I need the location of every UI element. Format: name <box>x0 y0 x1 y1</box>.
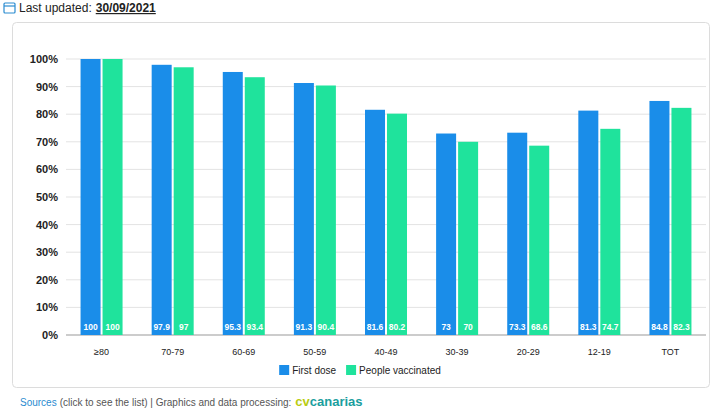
bar <box>245 77 265 335</box>
data-label: 81.3 <box>580 322 597 332</box>
data-label: 90.4 <box>318 322 335 332</box>
bar <box>671 108 691 335</box>
data-label: 74.7 <box>602 322 619 332</box>
bar <box>223 72 243 335</box>
brand: canarias <box>310 394 363 409</box>
icon-frame <box>4 3 15 13</box>
y-tick-label: 100% <box>30 53 58 65</box>
data-label: 97 <box>179 322 189 332</box>
data-label: 73 <box>441 322 451 332</box>
chart-svg: Last updated: 30/09/2021 0% 10% 20% 30% 40% 50%… <box>0 0 720 420</box>
data-label: 84.8 <box>651 322 668 332</box>
header-label: Last updated: <box>19 1 92 15</box>
legend-item: First dose <box>279 365 336 376</box>
data-label: 80.2 <box>389 322 406 332</box>
x-tick-label: 20-29 <box>517 347 540 357</box>
bar <box>600 129 620 335</box>
y-tick-label: 90% <box>36 81 58 93</box>
data-label: 93.4 <box>247 322 264 332</box>
grid-line <box>66 59 706 60</box>
bar <box>103 59 123 335</box>
header-text: Last updated: 30/09/2021 <box>19 1 156 15</box>
data-label: 81.6 <box>367 322 384 332</box>
bar <box>152 65 172 335</box>
data-labels: 100 100 97.9 97 95.3 93.4 91.3 90.4 81.6 80.2 73 70… <box>83 322 690 332</box>
bar <box>294 83 314 335</box>
y-tick-label: 0% <box>42 329 58 341</box>
y-tick-label: 40% <box>36 219 58 231</box>
bar <box>529 146 549 335</box>
bar <box>578 111 598 335</box>
x-tick-label: TOT <box>662 347 680 357</box>
chart-frame <box>13 23 710 388</box>
brand-prefix: cv <box>295 394 310 409</box>
data-label: 100 <box>83 322 97 332</box>
bars <box>81 59 692 335</box>
calendar-icon <box>4 3 15 13</box>
y-tick-label: 70% <box>36 136 58 148</box>
x-tick-label: ≥80 <box>94 347 109 357</box>
bar <box>458 142 478 335</box>
bar <box>387 114 407 335</box>
data-label: 91.3 <box>296 322 313 332</box>
x-tick-label: 70-79 <box>161 347 184 357</box>
x-tick-label: 50-59 <box>303 347 326 357</box>
x-tick-label: 40-49 <box>374 347 397 357</box>
data-label: 100 <box>105 322 119 332</box>
bar <box>81 59 101 335</box>
page: Last updated: 30/09/2021 0% 10% 20% 30% 40% 50%… <box>0 0 720 420</box>
data-label: 68.6 <box>531 322 548 332</box>
y-tick-label: 50% <box>36 191 58 203</box>
footer-note: (click to see the list) | Graphics and d… <box>60 397 292 408</box>
bar <box>316 85 336 335</box>
bar <box>507 133 527 335</box>
bar <box>174 67 194 335</box>
icon-line <box>4 5 15 6</box>
header-date: 30/09/2021 <box>96 1 156 15</box>
x-tick-label: 12-19 <box>588 347 611 357</box>
legend-swatch <box>279 365 289 375</box>
bar <box>649 101 669 335</box>
data-label: 97.9 <box>153 322 170 332</box>
legend-item: People vaccinated <box>346 365 441 376</box>
legend-swatch <box>346 365 356 375</box>
y-tick-label: 60% <box>36 163 58 175</box>
data-label: 82.3 <box>673 322 690 332</box>
y-tick-label: 30% <box>36 246 58 258</box>
x-tick-label: 30-39 <box>446 347 469 357</box>
footer-text: Sources(click to see the list) | Graphic… <box>20 394 363 409</box>
data-label: 70 <box>463 322 473 332</box>
y-tick-label: 10% <box>36 301 58 313</box>
legend-label: People vaccinated <box>359 365 441 376</box>
y-tick-label: 20% <box>36 274 58 286</box>
x-tick-label: 60-69 <box>232 347 255 357</box>
data-label: 95.3 <box>225 322 242 332</box>
data-label: 73.3 <box>509 322 526 332</box>
bar <box>365 110 385 335</box>
bar <box>436 134 456 335</box>
legend: First dose People vaccinated <box>279 365 441 376</box>
legend-label: First dose <box>292 365 336 376</box>
y-tick-label: 80% <box>36 108 58 120</box>
sources-link[interactable]: Sources <box>20 397 57 408</box>
